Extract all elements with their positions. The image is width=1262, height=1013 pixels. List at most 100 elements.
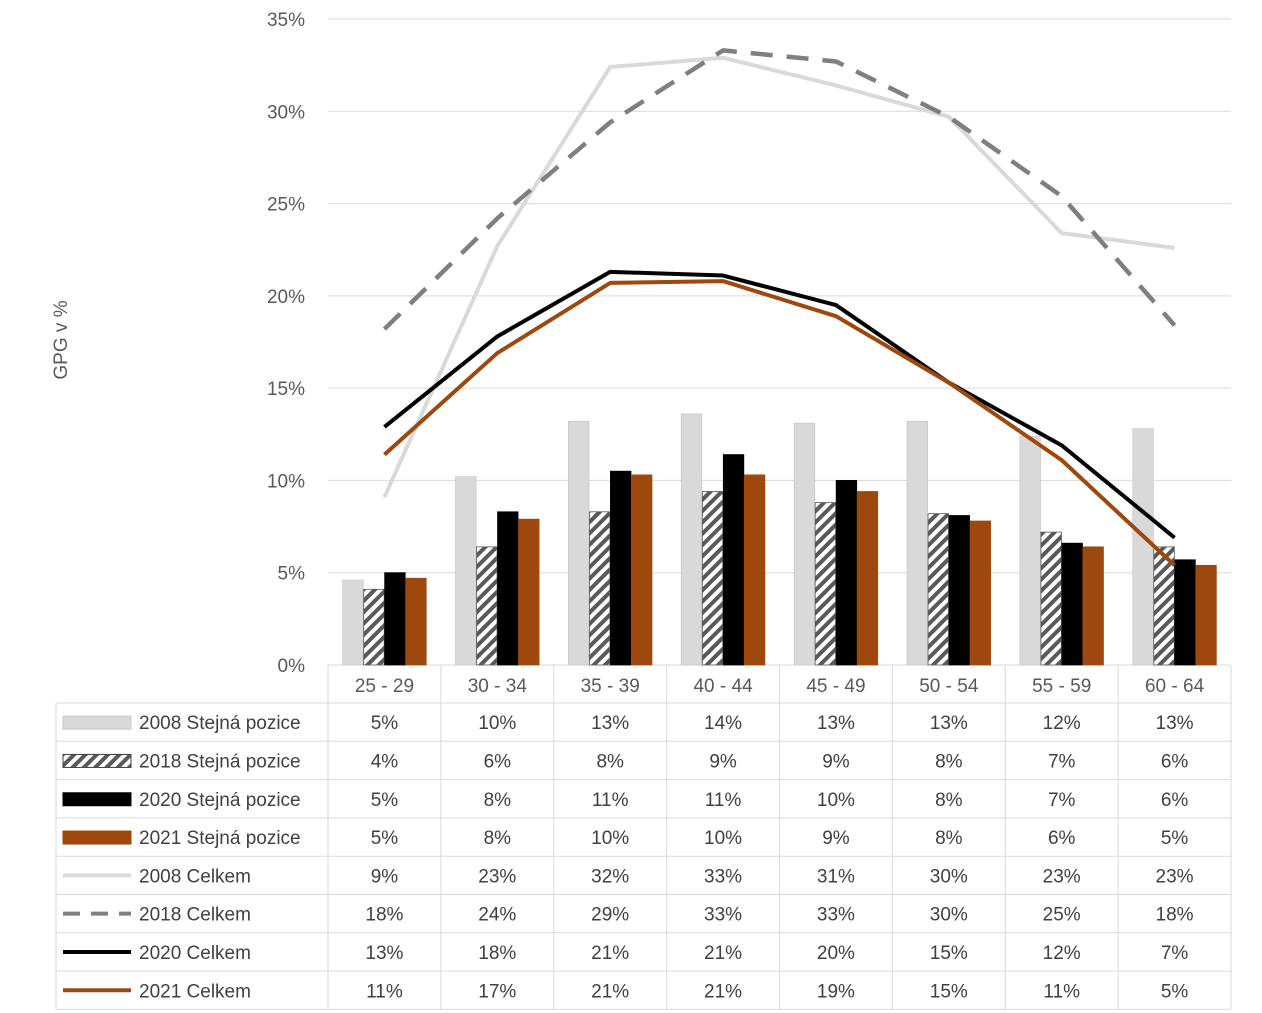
table-cell: 4%: [371, 751, 399, 772]
x-tick-label: 30 - 34: [468, 676, 528, 697]
bar: [455, 476, 477, 666]
table-cell: 9%: [822, 751, 850, 772]
table-cell: 7%: [1161, 943, 1189, 964]
table-cell: 13%: [930, 713, 968, 734]
table-cell: 15%: [930, 981, 968, 1002]
table-cell: 6%: [1161, 790, 1189, 811]
lines: [382, 48, 1177, 567]
table-cell: 33%: [704, 905, 742, 926]
table-cell: 13%: [817, 713, 855, 734]
data-table: 25 - 29 30 - 34 35 - 39 40 - 44 45 - 49 50 - …: [55, 665, 1232, 1010]
table-cell: 8%: [935, 751, 963, 772]
x-tick-label: 40 - 44: [693, 676, 753, 697]
legend-key: [62, 753, 132, 768]
bar: [835, 480, 858, 666]
table-cell: 21%: [704, 943, 742, 964]
table-cell: 8%: [935, 790, 963, 811]
table-cell: 9%: [709, 751, 737, 772]
table-cell: 5%: [1161, 981, 1189, 1002]
table-cell: 13%: [1156, 713, 1194, 734]
table-cell: 30%: [930, 866, 968, 887]
table-cell: 12%: [1043, 943, 1081, 964]
y-tick-label: 25%: [267, 195, 305, 216]
table-cell: 15%: [930, 943, 968, 964]
legend-key: [62, 830, 132, 845]
bar: [701, 491, 724, 666]
bar: [1195, 564, 1217, 666]
table-cell: 7%: [1048, 790, 1076, 811]
series-line: [382, 55, 1175, 498]
table-cell: 10%: [817, 790, 855, 811]
table-cell: 25%: [1043, 905, 1081, 926]
bar: [906, 420, 928, 666]
table-cell: 8%: [935, 828, 963, 849]
table-cell: 8%: [484, 790, 512, 811]
bar: [589, 511, 611, 666]
bar: [793, 422, 816, 666]
table-cell: 5%: [371, 828, 399, 849]
x-tick-label: 60 - 64: [1145, 676, 1205, 697]
y-tick-label: 20%: [267, 287, 305, 308]
x-tick-label: 50 - 54: [919, 676, 979, 697]
table-cell: 11%: [366, 981, 403, 1002]
table-cell: 10%: [478, 713, 516, 734]
series-line: [383, 269, 1176, 540]
table-cell: 6%: [1048, 828, 1076, 849]
table-cell: 5%: [371, 713, 399, 734]
bar: [568, 420, 590, 666]
bar: [1153, 546, 1175, 666]
table-cell: 11%: [1043, 981, 1080, 1002]
bar: [1019, 435, 1041, 666]
bar: [948, 515, 970, 666]
bar: [631, 474, 653, 666]
bar: [722, 454, 745, 666]
legend-label: 2021 Stejná pozice: [139, 828, 301, 849]
bar: [518, 518, 540, 666]
table-cell: 24%: [478, 905, 516, 926]
table-cell: 29%: [591, 905, 629, 926]
table-cell: 21%: [591, 981, 629, 1002]
table-cell: 23%: [1043, 866, 1081, 887]
bar: [610, 470, 632, 666]
table-cell: 13%: [365, 943, 403, 964]
table-cell: 23%: [1156, 866, 1194, 887]
table-cell: 31%: [817, 866, 855, 887]
table-cell: 14%: [704, 713, 742, 734]
bar: [1082, 546, 1104, 666]
table-cell: 21%: [591, 943, 629, 964]
table-cell: 9%: [822, 828, 850, 849]
table-cell: 5%: [371, 790, 399, 811]
bars: [342, 413, 1217, 666]
table-cell: 5%: [1161, 828, 1189, 849]
legend-label: 2020 Celkem: [139, 943, 251, 964]
table-cell: 13%: [591, 713, 629, 734]
series-line: [382, 48, 1177, 331]
bar: [1174, 559, 1196, 666]
table-cell: 10%: [591, 828, 629, 849]
table-cell: 12%: [1043, 713, 1081, 734]
table-cell: 6%: [1161, 751, 1189, 772]
legend-key: [62, 715, 132, 730]
table-cell: 33%: [704, 866, 742, 887]
bar: [856, 491, 879, 666]
y-tick-label: 15%: [267, 379, 305, 400]
y-axis-label: GPG v %: [51, 300, 72, 379]
table-cell: 11%: [592, 790, 629, 811]
bar: [476, 546, 498, 666]
table-cell: 21%: [704, 981, 742, 1002]
x-tick-label: 35 - 39: [581, 676, 640, 697]
table-cell: 19%: [817, 981, 855, 1002]
y-tick-label: 30%: [267, 102, 305, 123]
bar: [384, 572, 406, 666]
table-cell: 20%: [817, 943, 855, 964]
table-cell: 23%: [478, 866, 516, 887]
x-tick-label: 45 - 49: [806, 676, 865, 697]
x-tick-label: 25 - 29: [355, 676, 414, 697]
y-axis-ticks: 0% 5% 10% 15% 20% 25% 30% 35%: [267, 10, 305, 677]
y-tick-label: 10%: [267, 471, 305, 492]
y-tick-label: 0%: [278, 656, 306, 677]
bar: [680, 413, 703, 666]
table-cell: 7%: [1048, 751, 1076, 772]
bar: [814, 502, 837, 666]
